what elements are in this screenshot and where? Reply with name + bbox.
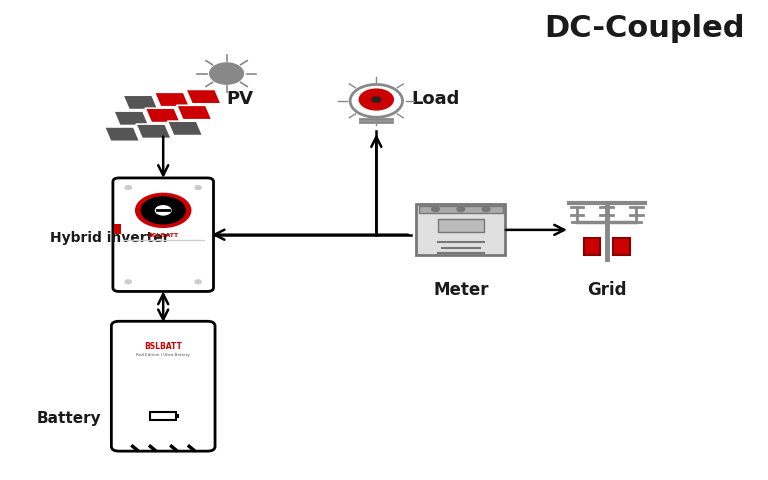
Polygon shape (136, 125, 171, 139)
Bar (614, 238, 630, 255)
Bar (584, 238, 600, 255)
Polygon shape (145, 109, 180, 123)
Text: DC-Coupled: DC-Coupled (545, 14, 745, 43)
Polygon shape (177, 106, 212, 120)
FancyBboxPatch shape (416, 205, 505, 256)
Circle shape (195, 186, 201, 190)
Circle shape (482, 207, 490, 212)
Polygon shape (186, 90, 221, 105)
Circle shape (457, 207, 465, 212)
Text: Hybrid inverter: Hybrid inverter (50, 230, 170, 245)
Bar (150, 412, 177, 420)
Circle shape (210, 64, 243, 85)
Polygon shape (104, 128, 140, 142)
Text: Battery: Battery (37, 410, 101, 425)
Circle shape (154, 205, 172, 216)
FancyBboxPatch shape (113, 179, 214, 292)
Polygon shape (167, 122, 203, 136)
Text: PV: PV (227, 89, 253, 108)
Polygon shape (154, 93, 190, 108)
Circle shape (195, 280, 201, 284)
Circle shape (141, 197, 186, 225)
Bar (419, 206, 503, 214)
Text: BSLBATT: BSLBATT (144, 341, 182, 350)
Text: BSLBATT: BSLBATT (147, 233, 179, 238)
Polygon shape (123, 96, 158, 110)
Circle shape (359, 89, 394, 111)
Circle shape (125, 280, 131, 284)
FancyBboxPatch shape (111, 322, 215, 451)
Text: Grid: Grid (587, 281, 627, 299)
Circle shape (371, 97, 382, 104)
Text: Red Edition | Ultra Battery: Red Edition | Ultra Battery (136, 352, 190, 356)
Text: Load: Load (411, 89, 459, 108)
Text: Meter: Meter (433, 281, 488, 299)
Bar (438, 219, 484, 233)
Polygon shape (114, 112, 149, 126)
Bar (177, 414, 179, 418)
Circle shape (432, 207, 439, 212)
Circle shape (125, 186, 131, 190)
Bar (114, 224, 121, 235)
Circle shape (135, 193, 191, 228)
